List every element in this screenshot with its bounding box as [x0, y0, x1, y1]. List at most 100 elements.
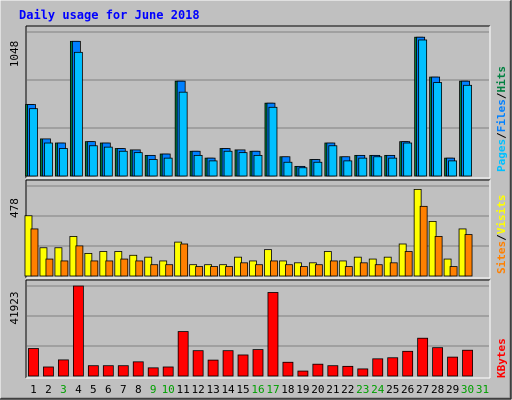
bar-kbytes-day-4 — [72, 285, 84, 377]
legend-text: Sites/Visits — [495, 195, 508, 275]
bar-pages-day-15 — [238, 152, 248, 177]
bar-kbytes-day-22 — [342, 365, 354, 377]
bar-sites-day-30 — [464, 234, 473, 277]
bar-sites-day-20 — [314, 264, 323, 277]
bar-kbytes-day-28 — [432, 347, 444, 377]
day-label-23: 23 — [356, 383, 369, 396]
bar-kbytes-day-18 — [282, 361, 294, 377]
bar-sites-day-29 — [449, 266, 458, 277]
bar-pages-day-30 — [463, 84, 472, 177]
bar-pages-day-6 — [103, 146, 113, 177]
bar-pages-day-20 — [313, 161, 323, 177]
y-max-label: 478 — [8, 198, 21, 218]
bar-sites-day-18 — [285, 264, 293, 277]
bar-kbytes-day-21 — [327, 365, 339, 377]
bar-pages-day-24 — [373, 156, 383, 177]
day-label-13: 13 — [206, 383, 219, 396]
bar-kbytes-day-23 — [357, 368, 369, 377]
bar-pages-day-11 — [178, 91, 188, 177]
day-label-24: 24 — [371, 383, 385, 396]
legend-panel-2: Sites/Visits — [495, 195, 508, 275]
legend-visits: Visits — [495, 195, 508, 235]
bar-pages-day-8 — [133, 152, 143, 177]
bar-kbytes-day-17 — [267, 292, 279, 377]
day-label-31: 31 — [476, 383, 489, 396]
bar-pages-day-10 — [163, 157, 173, 177]
bar-pages-day-27 — [418, 39, 428, 177]
bar-kbytes-day-16 — [252, 349, 264, 377]
bar-kbytes-day-7 — [117, 365, 129, 377]
day-label-25: 25 — [386, 383, 399, 396]
day-label-17: 17 — [266, 383, 279, 396]
day-label-7: 7 — [120, 383, 127, 396]
bar-pages-day-21 — [328, 145, 338, 177]
bar-sites-day-6 — [105, 260, 114, 277]
day-label-8: 8 — [135, 383, 142, 396]
day-label-2: 2 — [45, 383, 52, 396]
day-label-14: 14 — [221, 383, 235, 396]
bar-pages-day-16 — [253, 154, 263, 177]
bar-kbytes-day-1 — [28, 348, 39, 377]
day-label-12: 12 — [192, 383, 205, 396]
bar-kbytes-day-6 — [102, 365, 114, 377]
bar-sites-day-25 — [389, 262, 398, 277]
bar-pages-day-13 — [208, 160, 218, 177]
day-label-26: 26 — [401, 383, 414, 396]
bar-pages-day-23 — [358, 157, 368, 177]
bar-sites-day-5 — [90, 260, 99, 277]
bar-kbytes-day-8 — [132, 361, 144, 377]
bar-sites-day-10 — [165, 264, 174, 277]
bar-pages-day-25 — [388, 157, 398, 177]
day-label-30: 30 — [461, 383, 474, 396]
day-label-5: 5 — [90, 383, 97, 396]
bar-kbytes-day-2 — [43, 366, 54, 377]
panel-2: 478 Sites/Visits — [8, 179, 508, 279]
day-label-3: 3 — [60, 383, 67, 396]
chart-title: Daily usage for June 2018 — [19, 8, 200, 22]
bar-pages-day-3 — [59, 148, 68, 177]
legend-panel-3: KBytes — [495, 338, 508, 378]
bar-kbytes-day-24 — [372, 358, 384, 377]
bar-pages-day-29 — [448, 160, 457, 177]
bar-pages-day-9 — [148, 159, 158, 177]
legend-text: Pages/Files/Hits — [495, 66, 508, 172]
bar-sites-day-9 — [150, 264, 159, 277]
day-label-1: 1 — [30, 383, 37, 396]
bar-kbytes-day-26 — [402, 350, 414, 377]
bar-pages-day-17 — [268, 106, 278, 177]
day-label-21: 21 — [326, 383, 339, 396]
bar-kbytes-day-13 — [207, 359, 219, 377]
bar-kbytes-day-15 — [237, 354, 249, 377]
legend-separator: / — [495, 132, 508, 139]
bar-kbytes-day-10 — [162, 366, 174, 377]
bar-sites-day-8 — [135, 260, 144, 277]
bar-kbytes-day-19 — [297, 370, 309, 377]
bar-sites-day-28 — [434, 236, 443, 277]
bar-sites-day-1 — [30, 228, 39, 277]
bar-pages-day-2 — [44, 142, 53, 177]
legend-panel-1: Pages/Files/Hits — [495, 66, 508, 172]
day-label-10: 10 — [162, 383, 175, 396]
day-label-27: 27 — [416, 383, 429, 396]
panel-1: 1048 Pages/Files/Hits — [8, 25, 508, 179]
bar-pages-day-1 — [29, 108, 38, 177]
bar-sites-day-2 — [45, 258, 54, 277]
bar-sites-day-27 — [419, 205, 428, 277]
bar-kbytes-day-20 — [312, 363, 324, 377]
bar-kbytes-day-3 — [58, 359, 69, 377]
day-label-29: 29 — [446, 383, 459, 396]
y-max-label: 1048 — [8, 41, 21, 68]
bar-sites-day-21 — [329, 260, 338, 277]
bar-pages-day-5 — [88, 145, 98, 177]
legend-separator: / — [495, 234, 508, 241]
day-label-19: 19 — [296, 383, 309, 396]
day-label-16: 16 — [251, 383, 264, 396]
bar-sites-day-14 — [225, 266, 233, 277]
bar-pages-day-12 — [193, 154, 203, 177]
chart-panels: 1048Pages/Files/Hits478Sites/Visits41923… — [8, 25, 508, 379]
bar-kbytes-day-14 — [222, 350, 234, 377]
legend-pages: Pages — [495, 139, 508, 172]
bar-kbytes-day-30 — [462, 349, 473, 377]
bar-kbytes-day-5 — [87, 365, 99, 377]
